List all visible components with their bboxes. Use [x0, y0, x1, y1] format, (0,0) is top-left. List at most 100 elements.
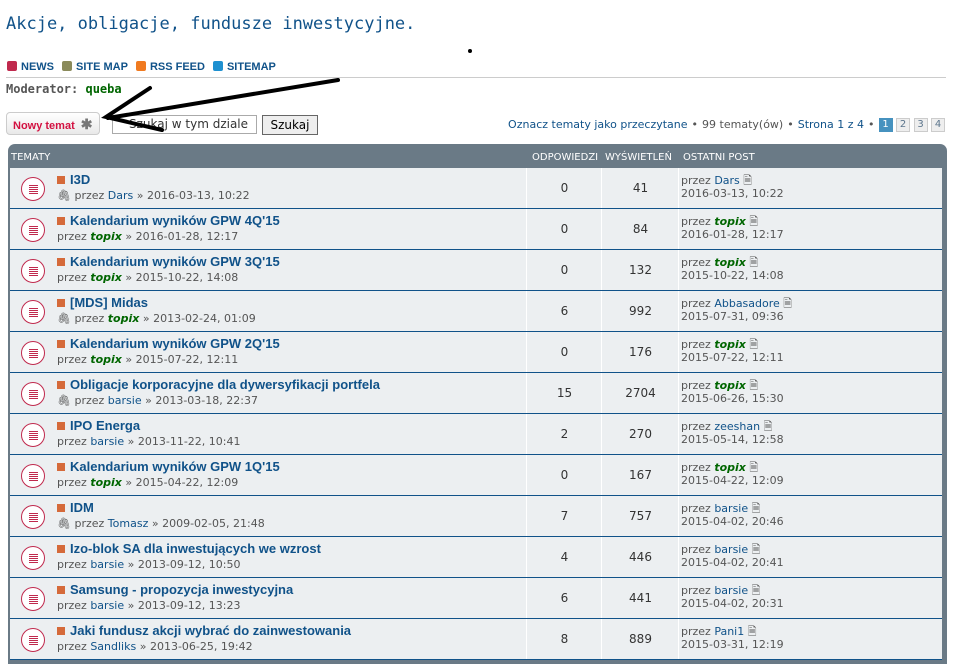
by-label: przez: [681, 625, 711, 638]
view-latest-post-icon[interactable]: 🗎: [749, 461, 759, 474]
moderator-link[interactable]: queba: [85, 82, 122, 96]
topic-date: 2013-06-25, 19:42: [149, 640, 253, 653]
header-topics: TEMATY: [11, 152, 51, 163]
last-post: przez barsie 🗎 2015-04-02, 20:41: [681, 543, 784, 569]
view-latest-post-icon[interactable]: 🗎: [751, 584, 761, 597]
topic-title-link[interactable]: Kalendarium wyników GPW 2Q'15: [57, 336, 280, 351]
last-author-link[interactable]: Abbasadore: [714, 297, 780, 310]
replies-count: 0: [526, 250, 602, 290]
news-icon: [7, 61, 17, 71]
replies-count: 6: [526, 291, 602, 331]
author-link[interactable]: Dars: [107, 189, 134, 202]
moderator-label: Moderator:: [6, 82, 79, 96]
topic-title-link[interactable]: IPO Energa: [57, 418, 140, 433]
last-author-link[interactable]: topix: [714, 461, 746, 474]
topic-title-link[interactable]: I3D: [57, 172, 90, 187]
page-1-button[interactable]: 1: [878, 118, 893, 132]
author-link[interactable]: barsie: [90, 435, 125, 448]
author-link[interactable]: barsie: [107, 394, 142, 407]
topic-read-icon: [21, 300, 45, 324]
topic-read-icon: [21, 177, 45, 201]
views-count: 446: [601, 537, 679, 577]
views-count: 889: [601, 619, 679, 659]
header-last-post: OSTATNI POST: [683, 152, 755, 163]
topic-title-link[interactable]: Jaki fundusz akcji wybrać do zainwestowa…: [57, 623, 351, 638]
topic-meta: przez topix » 2015-04-22, 12:09: [57, 476, 239, 489]
views-count: 41: [601, 168, 679, 208]
search-button[interactable]: Szukaj: [262, 115, 318, 135]
view-latest-post-icon[interactable]: 🗎: [749, 379, 759, 392]
view-latest-post-icon[interactable]: 🗎: [763, 420, 773, 433]
last-author-link[interactable]: topix: [714, 338, 746, 351]
last-author-link[interactable]: barsie: [714, 502, 749, 515]
nav-link-2[interactable]: RSS FEED: [135, 61, 205, 73]
page-2-button[interactable]: 2: [896, 118, 910, 132]
author-link[interactable]: barsie: [90, 558, 125, 571]
last-post-cell: [678, 209, 943, 249]
view-latest-post-icon[interactable]: 🗎: [743, 174, 753, 187]
new-topic-button[interactable]: Nowy temat ✱: [6, 112, 100, 135]
replies-count: 2: [526, 414, 602, 454]
last-post-cell: [678, 291, 943, 331]
topic-row: IPO Energa przez barsie » 2013-11-22, 10…: [10, 414, 942, 455]
author-link[interactable]: Tomasz: [107, 517, 149, 530]
nav-link-0[interactable]: NEWS: [7, 61, 54, 73]
last-post: przez topix 🗎 2015-10-22, 14:08: [681, 256, 784, 282]
last-author-link[interactable]: zeeshan: [714, 420, 761, 433]
view-latest-post-icon[interactable]: 🗎: [749, 256, 759, 269]
views-count: 2704: [601, 373, 679, 413]
topic-title-link[interactable]: Obligacje korporacyjne dla dywersyfikacj…: [57, 377, 380, 392]
last-author-link[interactable]: topix: [714, 215, 746, 228]
topic-title-link[interactable]: Kalendarium wyników GPW 4Q'15: [57, 213, 280, 228]
topic-date: 2016-01-28, 12:17: [135, 230, 239, 243]
topic-meta: przez Sandliks » 2013-06-25, 19:42: [57, 640, 253, 653]
page-3-button[interactable]: 3: [913, 118, 928, 132]
author-link[interactable]: topix: [90, 230, 122, 243]
topic-title-link[interactable]: Kalendarium wyników GPW 3Q'15: [57, 254, 280, 269]
view-latest-post-icon[interactable]: 🗎: [747, 625, 757, 638]
last-author-link[interactable]: barsie: [714, 543, 749, 556]
page-4-button[interactable]: 4: [931, 118, 945, 132]
table-header: TEMATY ODPOWIEDZI WYŚWIETLEŃ OSTATNI POS…: [8, 144, 947, 168]
author-link[interactable]: topix: [90, 476, 122, 489]
topic-row: Jaki fundusz akcji wybrać do zainwestowa…: [10, 619, 942, 660]
last-post-date: 2015-04-02, 20:41: [681, 556, 784, 569]
topics-table: TEMATY ODPOWIEDZI WYŚWIETLEŃ OSTATNI POS…: [8, 144, 947, 664]
view-latest-post-icon[interactable]: 🗎: [751, 502, 761, 515]
nav-label: SITE MAP: [76, 61, 128, 73]
views-count: 757: [601, 496, 679, 536]
by-label: przez: [74, 189, 105, 202]
last-author-link[interactable]: topix: [714, 256, 746, 269]
view-latest-post-icon[interactable]: 🗎: [749, 338, 759, 351]
topic-row: I3D 🖇 przez Dars » 2016-03-13, 10:22 0 4…: [10, 168, 942, 209]
by-label: przez: [681, 256, 711, 269]
last-author-link[interactable]: topix: [714, 379, 746, 392]
topic-row: Kalendarium wyników GPW 2Q'15 przez topi…: [10, 332, 942, 373]
top-nav: NEWS SITE MAP RSS FEED SITEMAP: [7, 61, 276, 73]
view-latest-post-icon[interactable]: 🗎: [751, 543, 761, 556]
view-latest-post-icon[interactable]: 🗎: [783, 297, 793, 310]
last-post-cell: [678, 168, 943, 208]
topic-title-link[interactable]: IDM: [57, 500, 94, 515]
mark-read-link[interactable]: Oznacz tematy jako przeczytane: [508, 118, 688, 131]
author-link[interactable]: Sandliks: [90, 640, 137, 653]
topic-meta: 🖇 przez barsie » 2013-03-18, 22:37: [57, 394, 258, 407]
last-post-date: 2015-05-14, 12:58: [681, 433, 784, 446]
last-author-link[interactable]: Pani1: [714, 625, 745, 638]
last-post-date: 2016-03-13, 10:22: [681, 187, 784, 200]
divider: [6, 77, 946, 78]
last-author-link[interactable]: Dars: [714, 174, 740, 187]
author-link[interactable]: topix: [90, 271, 122, 284]
nav-link-1[interactable]: SITE MAP: [62, 61, 128, 73]
topic-title-link[interactable]: [MDS] Midas: [57, 295, 148, 310]
topic-title-link[interactable]: Samsung - propozycja inwestycyjna: [57, 582, 293, 597]
last-post-cell: [678, 332, 943, 372]
author-link[interactable]: topix: [107, 312, 140, 325]
topic-title-link[interactable]: Kalendarium wyników GPW 1Q'15: [57, 459, 280, 474]
last-author-link[interactable]: barsie: [714, 584, 749, 597]
nav-link-3[interactable]: SITEMAP: [212, 61, 276, 73]
view-latest-post-icon[interactable]: 🗎: [749, 215, 759, 228]
author-link[interactable]: topix: [90, 353, 122, 366]
topic-title-link[interactable]: Izo-blok SA dla inwestujących we wzrost: [57, 541, 321, 556]
author-link[interactable]: barsie: [90, 599, 125, 612]
